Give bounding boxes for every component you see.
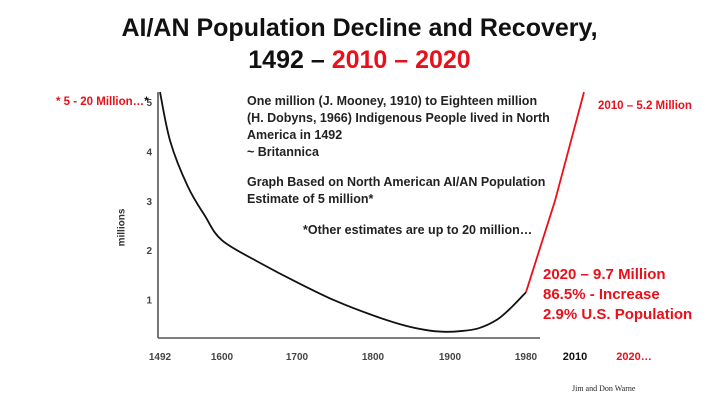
label-2010-value: 2010 – 5.2 Million [598,100,692,112]
left-estimate-star: * [144,96,149,108]
x-tick-label: 1980 [515,352,538,363]
left-estimate-label: * 5 - 20 Million…* [56,96,149,108]
label-2020-increase: 86.5% - Increase [543,286,660,303]
left-estimate-text: * 5 - 20 Million… [56,96,145,108]
x-tick-label: 2010 [563,351,587,363]
note-line: ~ Britannica [247,145,319,159]
y-tick-label: 5 [146,98,152,109]
note-line: Graph Based on North American AI/AN Popu… [247,175,546,189]
y-tick-label: 1 [146,296,152,307]
title-year-range-red: 2010 – 2020 [331,46,471,74]
credit-text: Jim and Don Warne [572,384,636,393]
note-paragraph-2: Graph Based on North American AI/AN Popu… [247,174,545,208]
label-2020-share: 2.9% U.S. Population [543,306,693,323]
chart-axes [157,92,540,339]
note-paragraph-1: One million (J. Mooney, 1910) to Eightee… [247,93,550,161]
label-2020-block: 2020 – 9.7 Million 86.5% - Increase 2.9%… [543,265,692,325]
x-tick-label: 1800 [362,352,385,363]
note-line: America in 1492 [247,128,343,142]
note-line: *Other estimates are up to 20 million… [303,223,533,237]
y-tick-label: 2 [146,246,152,257]
population-decline-line [159,91,527,333]
population-recovery-line [525,91,585,293]
chart-ticks: 1 2 3 4 5 1492 1600 1700 1800 1900 1980 2010 2020… [146,98,651,363]
note-paragraph-3: *Other estimates are up to 20 million… [303,222,532,239]
y-tick-label: 4 [146,147,152,158]
x-tick-label: 1600 [211,352,234,363]
note-line: Estimate of 5 million* [247,192,374,206]
chart-series [159,91,585,333]
note-line: (H. Dobyns, 1966) Indigenous People live… [247,111,550,125]
x-tick-label: 1700 [286,352,309,363]
y-axis-label: millions [116,208,128,247]
chart-title-line-1: AI/AN Population Decline and Recovery, [121,14,598,42]
chart-title-line-2: 1492 – 2010 – 2020 [0,46,719,75]
y-tick-label: 3 [146,197,152,208]
x-tick-label: 2020… [616,351,651,363]
x-tick-label: 1900 [439,352,462,363]
note-line: One million (J. Mooney, 1910) to Eightee… [247,94,538,108]
x-tick-label: 1492 [149,352,172,363]
title-year-range-start: 1492 – [248,46,332,74]
label-2020-value: 2020 – 9.7 Million [543,266,666,283]
